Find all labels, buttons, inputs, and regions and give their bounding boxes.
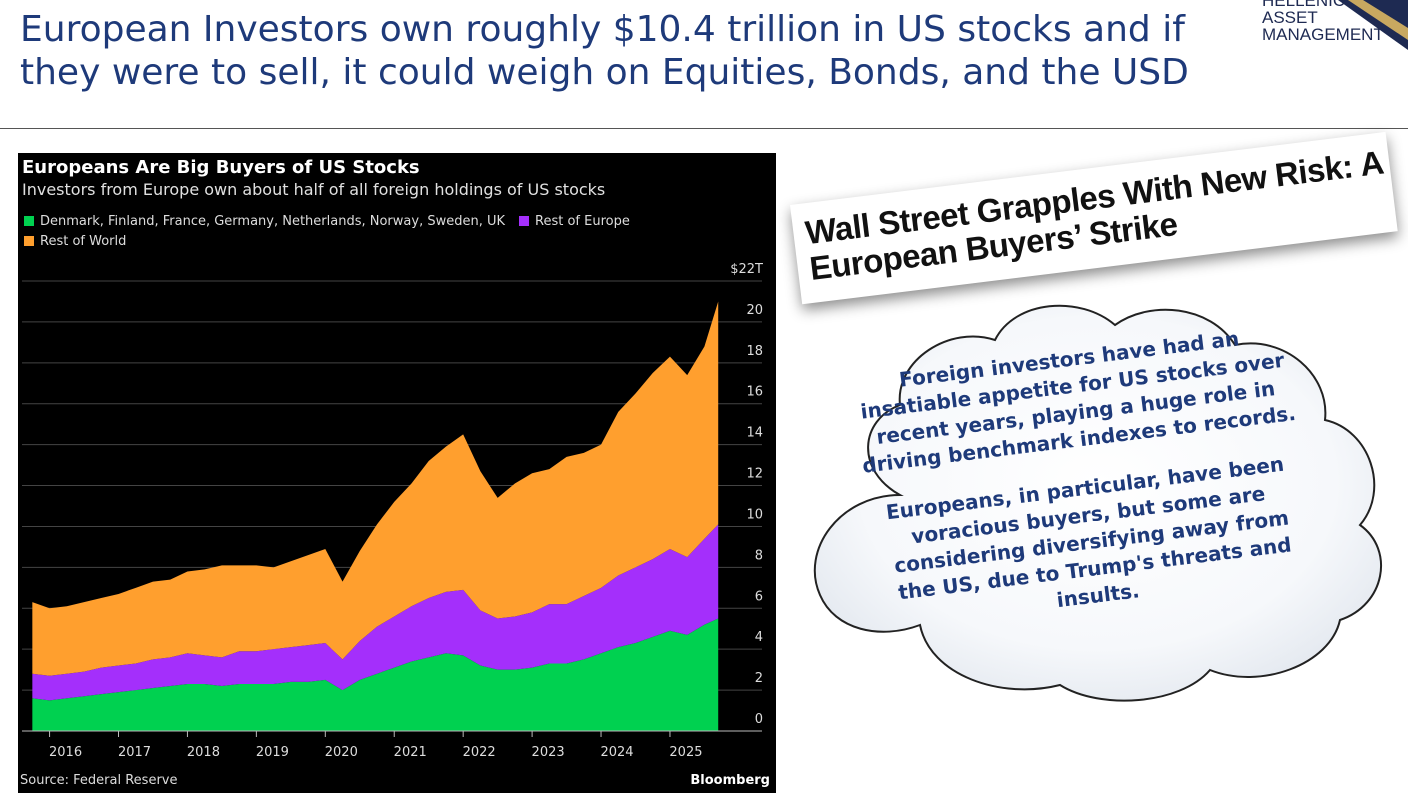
legend-swatch-purple xyxy=(519,216,530,226)
y-tick-label: 18 xyxy=(746,344,763,359)
chart-title: Europeans Are Big Buyers of US Stocks xyxy=(22,157,420,178)
x-tick-label: 2022 xyxy=(463,745,496,760)
legend-item-rest-of-europe: Rest of Europe xyxy=(519,214,630,229)
logo-corner-decoration xyxy=(1338,0,1408,50)
area-core-europe xyxy=(32,618,719,731)
y-tick-label: 0 xyxy=(755,712,763,727)
x-tick-label: 2018 xyxy=(187,745,220,760)
title-divider xyxy=(0,128,1408,129)
x-tick-label: 2020 xyxy=(325,745,358,760)
x-tick-label: 2021 xyxy=(394,745,427,760)
x-tick-label: 2016 xyxy=(49,745,82,760)
legend-label-core-europe: Denmark, Finland, France, Germany, Nethe… xyxy=(40,214,506,229)
logo-line1: HELLENIC xyxy=(1262,0,1346,10)
y-tick-label: 12 xyxy=(746,467,763,482)
x-tick-label: 2025 xyxy=(669,745,702,760)
y-tick-label: 20 xyxy=(746,303,763,318)
callout-paragraph2: Europeans, in particular, have been vora… xyxy=(884,451,1293,613)
y-tick-label: 8 xyxy=(755,548,763,563)
slide-title-line2: they were to sell, it could weigh on Equ… xyxy=(20,52,1189,94)
y-tick-label: 14 xyxy=(746,426,763,441)
x-tick-label: 2019 xyxy=(256,745,289,760)
y-tick-label: 16 xyxy=(746,385,763,400)
callout-cloud xyxy=(813,304,1382,702)
x-tick-label: 2017 xyxy=(118,745,151,760)
stacked-area-chart: 0 2 4 6 8 10 12 14 16 18 20 $22T 2016 2017 2018 2019 202… xyxy=(22,262,763,760)
y-tick-label: 2 xyxy=(755,671,763,686)
area-rest-of-europe xyxy=(32,524,719,701)
legend-item-rest-of-world: Rest of World xyxy=(24,234,126,249)
y-tick-label: 10 xyxy=(746,507,763,522)
logo-line2: ASSET xyxy=(1262,8,1318,27)
news-headline-clipping: Wall Street Grapples With New Risk: A Eu… xyxy=(790,131,1398,305)
chart-panel: 0 2 4 6 8 10 12 14 16 18 20 $22T 2016 2017 2018 2019 202… xyxy=(18,153,776,793)
slide-title-line1: European Investors own roughly $10.4 tri… xyxy=(20,9,1185,50)
chart-legend: Denmark, Finland, France, Germany, Nethe… xyxy=(24,214,764,254)
legend-label-rest-of-europe: Rest of Europe xyxy=(535,214,630,229)
x-tick-label: 2024 xyxy=(600,745,633,760)
legend-swatch-green xyxy=(24,216,34,226)
area-rest-of-world xyxy=(32,301,719,676)
callout-text: Foreign investors have had an insatiable… xyxy=(849,319,1321,657)
company-logo: HELLENIC ASSET MANAGEMENT xyxy=(1262,0,1384,43)
chart-source: Source: Federal Reserve xyxy=(20,773,178,788)
slide-title: European Investors own roughly $10.4 tri… xyxy=(20,8,1220,94)
y-tick-label: 6 xyxy=(755,589,763,604)
y-tick-label: $22T xyxy=(730,262,763,277)
legend-item-core-europe: Denmark, Finland, France, Germany, Nethe… xyxy=(24,214,505,229)
x-tick-label: 2023 xyxy=(532,745,565,760)
logo-line3: MANAGEMENT xyxy=(1262,25,1384,44)
legend-swatch-orange xyxy=(24,236,34,246)
chart-brand: Bloomberg xyxy=(690,773,770,788)
chart-subtitle: Investors from Europe own about half of … xyxy=(22,180,606,199)
y-tick-label: 4 xyxy=(755,630,763,645)
headline-text: Wall Street Grapples With New Risk: A Eu… xyxy=(803,144,1389,287)
legend-label-rest-of-world: Rest of World xyxy=(40,234,127,249)
